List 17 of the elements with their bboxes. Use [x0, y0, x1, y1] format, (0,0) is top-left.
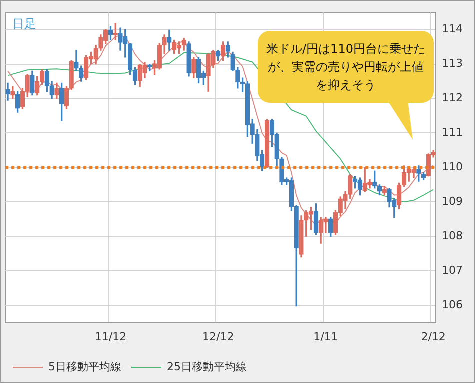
x-tick-label: 12/12: [202, 330, 234, 344]
x-tick-label: 11/12: [94, 330, 127, 344]
y-tick-label: 109: [442, 195, 464, 208]
legend-label: 25日移動平均線: [167, 360, 247, 374]
y-tick-label: 106: [442, 298, 464, 312]
x-tick-label: 1/11: [314, 330, 338, 344]
chart-title: 日足: [12, 16, 37, 33]
y-tick-label: 111: [442, 126, 464, 140]
x-tick-label: 2/12: [421, 330, 446, 344]
y-tick-label: 107: [442, 264, 464, 277]
y-tick-label: 113: [442, 57, 464, 70]
annotation: 米ドル/円は110円台に乗せたが、実需の売りや円転が上値を抑えそう: [266, 41, 426, 94]
legend-label: 5日移動平均線: [48, 360, 122, 374]
y-tick-label: 114: [442, 22, 464, 36]
y-tick-label: 110: [442, 160, 464, 174]
y-tick-label: 108: [442, 229, 464, 242]
y-tick-label: 112: [442, 92, 464, 105]
